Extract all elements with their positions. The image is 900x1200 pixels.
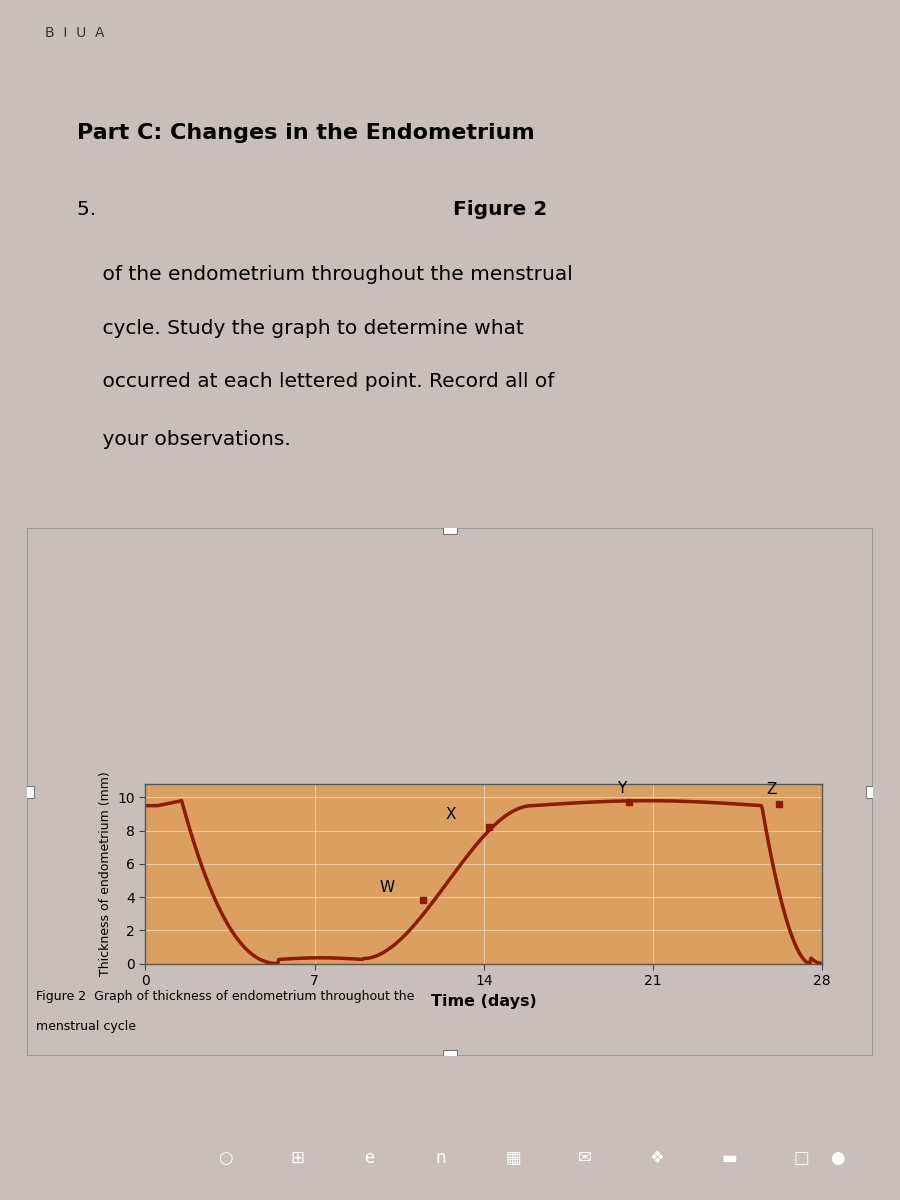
Text: ●: ● (830, 1150, 844, 1166)
Text: of the endometrium throughout the menstrual: of the endometrium throughout the menstr… (77, 265, 573, 284)
Text: ❖: ❖ (650, 1150, 664, 1166)
Text: Part C: Changes in the Endometrium: Part C: Changes in the Endometrium (77, 122, 536, 143)
Text: ▬: ▬ (721, 1150, 737, 1166)
Text: Z: Z (767, 782, 777, 797)
Text: n: n (436, 1150, 446, 1166)
Bar (443, 1050, 457, 1062)
Text: B  I  U  A: B I U A (45, 26, 104, 40)
Text: 5.: 5. (77, 199, 109, 218)
Text: ○: ○ (218, 1150, 232, 1166)
Text: ⊞: ⊞ (290, 1150, 304, 1166)
X-axis label: Time (days): Time (days) (431, 994, 536, 1008)
Bar (866, 786, 880, 798)
Text: e: e (364, 1150, 374, 1166)
Text: W: W (380, 881, 395, 895)
Text: Figure 2: Figure 2 (454, 199, 547, 218)
Text: X: X (446, 808, 455, 822)
Y-axis label: Thickness of endometrium (mm): Thickness of endometrium (mm) (99, 772, 112, 977)
Text: Figure 2  Graph of thickness of endometrium throughout the: Figure 2 Graph of thickness of endometri… (36, 990, 414, 1003)
Text: □: □ (793, 1150, 809, 1166)
Text: menstrual cycle: menstrual cycle (36, 1020, 136, 1033)
Text: Y: Y (616, 781, 626, 796)
Bar (20, 786, 34, 798)
Text: ▦: ▦ (505, 1150, 521, 1166)
Text: occurred at each lettered point. Record all of: occurred at each lettered point. Record … (77, 372, 554, 391)
Text: your observations.: your observations. (77, 430, 291, 449)
Text: ✉: ✉ (578, 1150, 592, 1166)
Text: cycle. Study the graph to determine what: cycle. Study the graph to determine what (77, 319, 525, 337)
Bar (443, 522, 457, 534)
